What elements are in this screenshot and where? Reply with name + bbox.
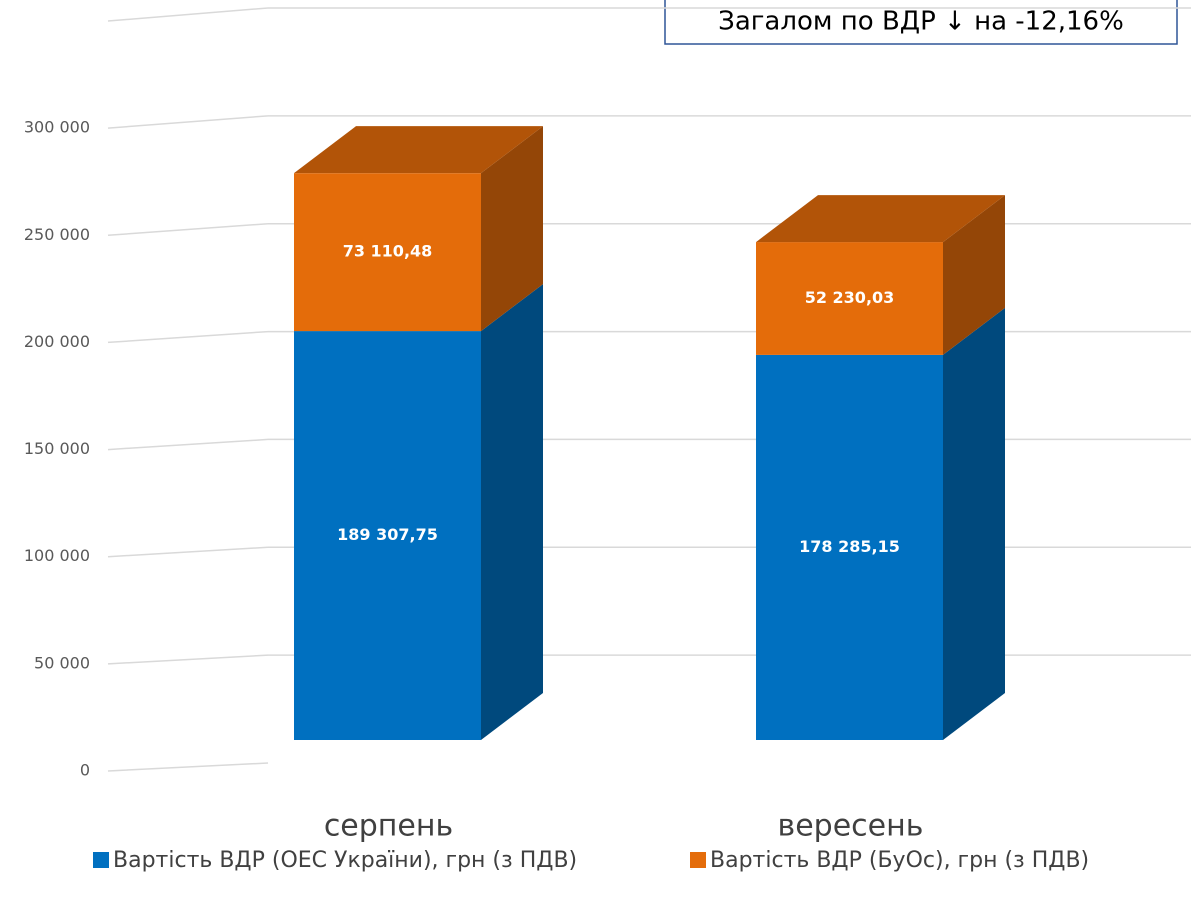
x-tick-label: серпень — [324, 809, 453, 844]
y-tick-label: 200 000 — [24, 332, 90, 351]
legend-label: Вартість ВДР (БуОс), грн (з ПДВ) — [710, 848, 1089, 873]
bar-side — [481, 284, 543, 740]
y-tick-label: 0 — [80, 761, 90, 780]
legend-swatch — [690, 852, 706, 868]
value-label: 73 110,48 — [343, 242, 433, 261]
bar-top — [756, 195, 1005, 243]
grid-line — [107, 654, 269, 665]
bar — [294, 173, 481, 332]
bar-side — [481, 126, 543, 332]
value-label: 189 307,75 — [337, 525, 438, 544]
bar — [756, 354, 943, 740]
bar — [294, 331, 481, 740]
bar-top — [294, 126, 543, 174]
y-tick-label: 100 000 — [24, 546, 90, 565]
value-label: 178 285,15 — [799, 537, 900, 556]
value-label: 52 230,03 — [805, 288, 895, 307]
y-tick-label: 50 000 — [34, 653, 90, 672]
y-tick-label: 150 000 — [24, 439, 90, 458]
grid-line — [107, 546, 269, 558]
x-tick-label: вересень — [778, 809, 924, 844]
grid-line — [107, 222, 269, 237]
grid-line — [107, 115, 269, 129]
legend-swatch — [93, 852, 109, 868]
y-tick-label: 250 000 — [24, 225, 90, 244]
grid-line — [107, 762, 269, 772]
grid-line — [107, 330, 269, 344]
bar — [756, 242, 943, 355]
plot-edge — [107, 7, 269, 22]
grid-line — [107, 438, 269, 451]
y-tick-label: 300 000 — [24, 118, 90, 137]
bar-side — [943, 195, 1005, 355]
annotation: Загалом по ВДР ↓ на -12,16% — [718, 7, 1124, 37]
bar-side — [943, 307, 1005, 740]
legend-label: Вартість ВДР (ОЕС України), грн (з ПДВ) — [113, 848, 577, 873]
